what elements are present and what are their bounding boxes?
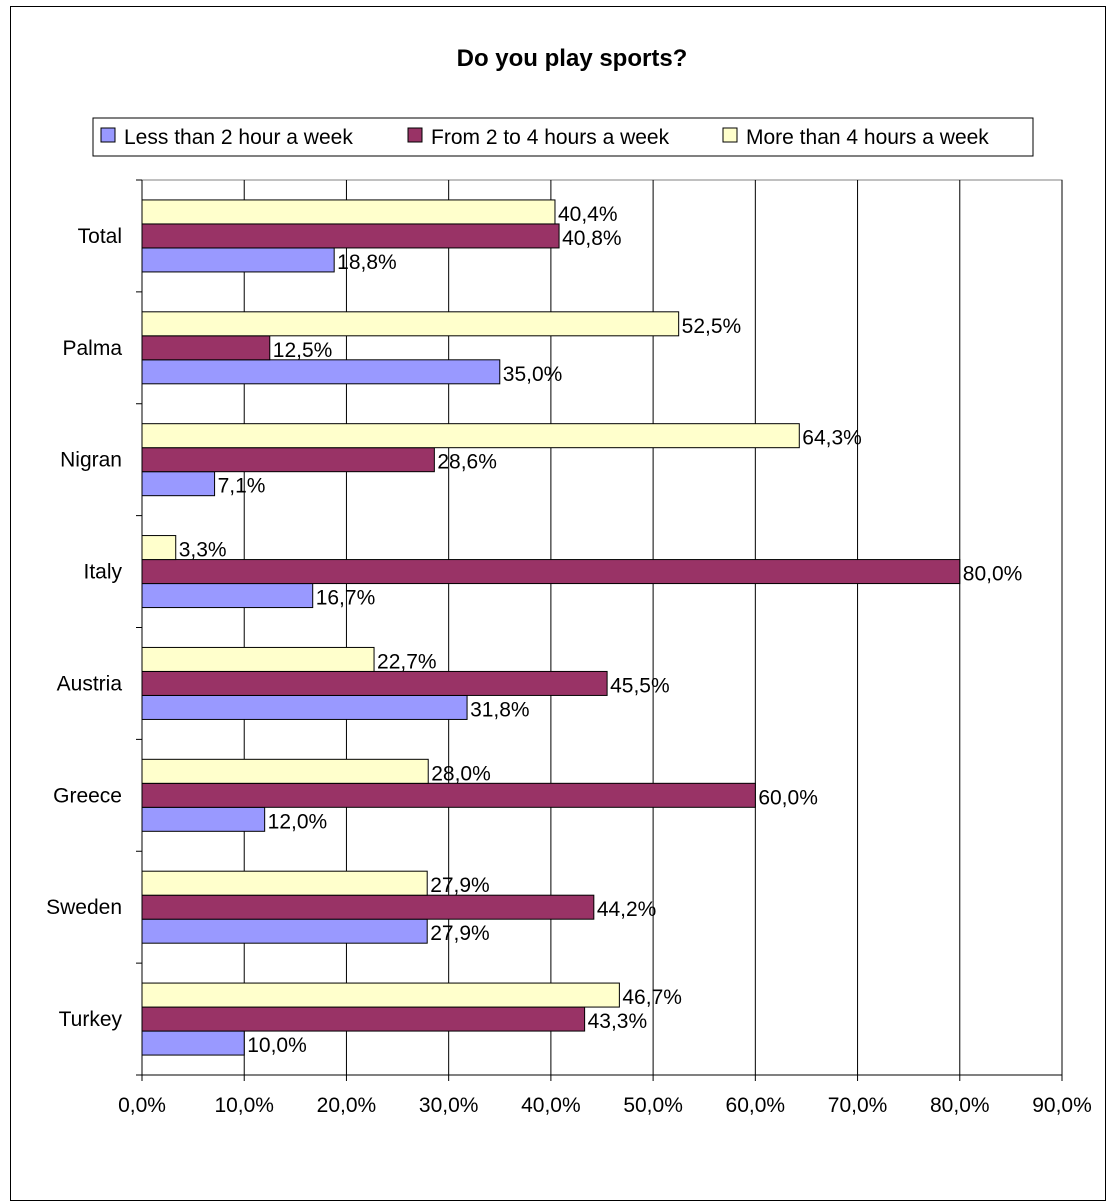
- bar-value-label: 80,0%: [963, 563, 1023, 586]
- bar-value-label: 3,3%: [179, 539, 227, 562]
- bar-value-label: 7,1%: [218, 475, 266, 498]
- x-tick-label: 80,0%: [930, 1094, 990, 1117]
- bar: [141, 870, 428, 896]
- axes: 0,0% 10,0% 20,0% 30,0% 40,0% 50,0% 60,0% 70,0% 8…: [46, 179, 1092, 1117]
- bar-value-label: 40,4%: [558, 203, 618, 226]
- bar-value-label: 12,5%: [273, 339, 333, 362]
- bar-value-label: 60,0%: [758, 786, 818, 809]
- bar: [141, 247, 335, 273]
- bar-value-label: 12,0%: [268, 810, 328, 833]
- bar: [141, 758, 429, 784]
- bar: [141, 806, 266, 832]
- bar: [141, 982, 620, 1008]
- bar-value-label: 44,2%: [597, 898, 657, 921]
- legend-label: From 2 to 4 hours a week: [431, 126, 670, 149]
- x-tick-label: 90,0%: [1032, 1094, 1092, 1117]
- bar: [141, 1030, 245, 1056]
- category-label: Austria: [57, 672, 123, 695]
- bar: [141, 694, 468, 720]
- bar-value-label: 22,7%: [377, 650, 437, 673]
- value-labels: 18,8% 40,8%40,4% 35,0% 12,5% 52,5% 7,1% 28,6% 6…: [179, 203, 1023, 1057]
- bar-value-label: 27,9%: [430, 874, 490, 897]
- legend-swatch: [407, 127, 423, 143]
- bar-value-label: 18,8%: [337, 251, 397, 274]
- bar: [141, 670, 608, 696]
- category-label: Nigran: [60, 449, 122, 472]
- bar: [141, 646, 375, 672]
- legend-swatch: [100, 127, 116, 143]
- bar: [141, 199, 556, 225]
- x-tick-label: 50,0%: [623, 1094, 683, 1117]
- bar-value-label: 28,0%: [431, 762, 491, 785]
- bar-value-label: 64,3%: [802, 427, 862, 450]
- x-tick-label: 10,0%: [214, 1094, 274, 1117]
- bar-value-label: 43,3%: [588, 1010, 648, 1033]
- category-label: Palma: [62, 337, 122, 360]
- x-tick-label: 0,0%: [118, 1094, 166, 1117]
- bar: [141, 335, 271, 361]
- bars: [141, 199, 961, 1056]
- bar: [141, 1006, 586, 1032]
- bar-value-label: 10,0%: [247, 1034, 307, 1057]
- x-tick-label: 70,0%: [828, 1094, 888, 1117]
- bar-value-label: 27,9%: [430, 922, 490, 945]
- bar: [141, 311, 680, 337]
- bar: [141, 894, 595, 920]
- x-tick-label: 60,0%: [726, 1094, 786, 1117]
- bar: [141, 535, 177, 561]
- bar-value-label: 16,7%: [316, 587, 376, 610]
- bar: [141, 223, 560, 249]
- legend-swatch: [722, 127, 738, 143]
- category-label: Sweden: [46, 896, 122, 919]
- x-tick-label: 20,0%: [317, 1094, 377, 1117]
- bar-value-label: 31,8%: [470, 698, 530, 721]
- chart-title: Do you play sports?: [457, 45, 688, 72]
- category-label: Greece: [53, 784, 122, 807]
- bar-value-label: 52,5%: [682, 315, 742, 338]
- x-tick-label: 30,0%: [419, 1094, 479, 1117]
- category-label: Turkey: [59, 1008, 123, 1031]
- bar-value-label: 40,8%: [562, 227, 622, 250]
- category-label: Italy: [83, 561, 122, 584]
- legend-box: [92, 117, 1034, 157]
- bar-value-label: 46,7%: [622, 986, 682, 1009]
- bar: [141, 918, 428, 944]
- category-label: Total: [78, 225, 122, 248]
- bar: [141, 583, 314, 609]
- bar-value-label: 28,6%: [437, 451, 497, 474]
- bar-value-label: 35,0%: [503, 363, 563, 386]
- bar: [141, 559, 961, 585]
- legend-label: Less than 2 hour a week: [124, 126, 353, 149]
- bar-value-label: 45,5%: [610, 674, 670, 697]
- legend: Less than 2 hour a week From 2 to 4 hours…: [92, 117, 1034, 157]
- bar: [141, 782, 756, 808]
- bar: [141, 423, 800, 449]
- bar: [141, 471, 216, 497]
- bar: [141, 359, 501, 385]
- legend-label: More than 4 hours a week: [746, 126, 989, 149]
- x-tick-label: 40,0%: [521, 1094, 581, 1117]
- bar: [141, 447, 435, 473]
